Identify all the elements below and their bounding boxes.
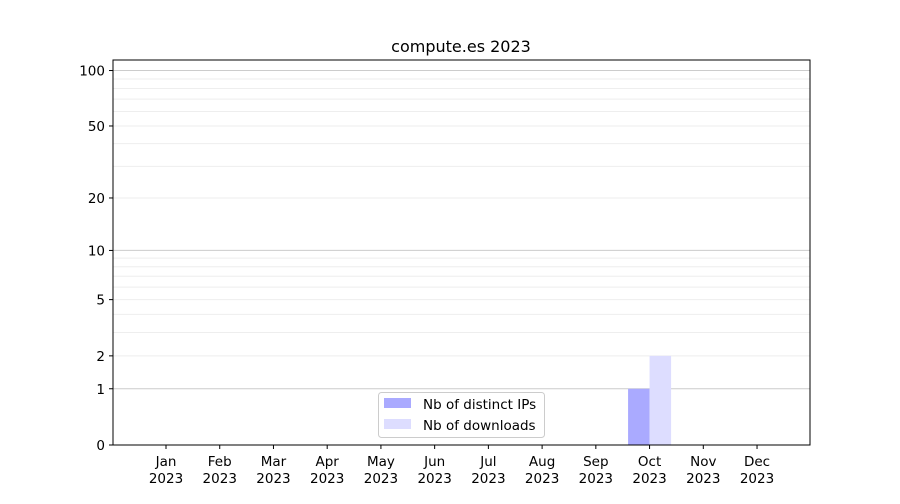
- x-tick-label-year: 2023: [149, 471, 183, 487]
- bar-ips-oct: [628, 388, 650, 445]
- y-tick-label: 2: [96, 349, 105, 365]
- x-tick-label-month: Jul: [479, 454, 496, 470]
- x-tick-label-year: 2023: [203, 471, 237, 487]
- y-tick-label: 0: [96, 438, 105, 454]
- legend-box: [378, 392, 545, 438]
- plot-frame: [112, 59, 811, 446]
- x-tick-label-month: May: [367, 454, 395, 470]
- x-axis: Jan2023Feb2023Mar2023Apr2023May2023Jun20…: [149, 445, 774, 487]
- x-tick-label-month: Aug: [529, 454, 555, 470]
- legend-swatch-ips: [384, 398, 411, 408]
- x-tick-label-year: 2023: [310, 471, 344, 487]
- bars: [628, 355, 672, 445]
- x-tick-label-year: 2023: [525, 471, 559, 487]
- x-tick-label-year: 2023: [632, 471, 666, 487]
- x-tick-label-year: 2023: [686, 471, 720, 487]
- x-tick-label-month: Sep: [583, 454, 608, 470]
- x-tick-label-month: Jan: [155, 454, 177, 470]
- x-tick-label-month: Jun: [423, 454, 445, 470]
- x-tick-label-month: Oct: [638, 454, 661, 470]
- x-tick-label-month: Feb: [208, 454, 232, 470]
- y-tick-label: 1: [96, 382, 105, 398]
- y-tick-label: 20: [88, 191, 105, 207]
- grid: [113, 70, 810, 390]
- legend: Nb of distinct IPs Nb of downloads: [378, 392, 545, 438]
- y-tick-label: 100: [79, 64, 105, 80]
- x-tick-label-year: 2023: [471, 471, 505, 487]
- y-tick-label: 10: [88, 243, 105, 259]
- chart-title: compute.es 2023: [391, 37, 531, 56]
- x-tick-label-year: 2023: [417, 471, 451, 487]
- y-tick-label: 50: [88, 119, 105, 135]
- x-tick-label-year: 2023: [579, 471, 613, 487]
- legend-label-downloads: Nb of downloads: [423, 418, 536, 434]
- x-tick-label-year: 2023: [256, 471, 290, 487]
- legend-swatch-downloads: [384, 419, 411, 429]
- x-tick-label-year: 2023: [364, 471, 398, 487]
- legend-label-ips: Nb of distinct IPs: [423, 397, 536, 413]
- y-tick-label: 5: [96, 293, 105, 309]
- x-tick-label-month: Nov: [690, 454, 716, 470]
- y-axis: 0 1 2 5 10 20 50 100: [79, 64, 113, 454]
- x-tick-label-month: Dec: [744, 454, 770, 470]
- x-tick-label-month: Apr: [316, 454, 340, 470]
- bar-downloads-oct: [649, 355, 672, 445]
- x-tick-label-month: Mar: [261, 454, 287, 470]
- x-tick-label-year: 2023: [740, 471, 774, 487]
